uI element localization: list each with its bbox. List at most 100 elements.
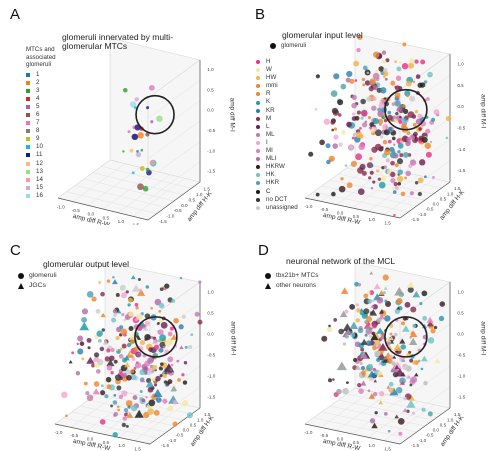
data-point [136, 149, 139, 153]
panel-a: -1.0-0.50.00.51.01.5-1.5-1.0-0.50.00.51.… [0, 0, 250, 225]
data-point [131, 171, 135, 175]
data-point-triangle [379, 309, 385, 314]
data-point-triangle [179, 345, 184, 350]
grid-line [399, 139, 451, 176]
data-point [118, 394, 124, 400]
data-point-triangle [406, 399, 416, 408]
data-point [369, 78, 376, 85]
data-point [363, 308, 370, 315]
data-point [412, 122, 417, 127]
data-point [383, 129, 390, 136]
data-point-triangle [386, 385, 391, 389]
data-point [372, 304, 378, 310]
data-point [172, 400, 178, 405]
data-point [350, 160, 357, 168]
data-point [86, 394, 94, 402]
data-point [360, 366, 366, 371]
data-point [369, 122, 375, 128]
data-point [100, 291, 105, 297]
data-point [381, 50, 387, 55]
panel-a-plot: -1.0-0.50.00.51.01.5-1.5-1.0-0.50.00.51.… [57, 37, 235, 225]
grid-line [149, 323, 201, 361]
data-point [355, 303, 359, 307]
legend-swatch [26, 145, 30, 150]
data-point [358, 143, 365, 151]
data-point [346, 70, 353, 78]
legend-label: M [266, 114, 272, 122]
data-point-triangle [367, 370, 377, 378]
data-point [433, 325, 438, 330]
z-axis-label: amp diff M-I [479, 94, 486, 128]
legend-item: HKR [256, 179, 298, 187]
data-point [112, 276, 115, 279]
data-point [135, 306, 139, 310]
legend-item: MI [256, 147, 298, 155]
data-point [350, 332, 356, 338]
data-point [158, 347, 164, 353]
data-point [383, 71, 389, 77]
data-point [93, 352, 100, 358]
z-tick-label: 0.5 [457, 83, 464, 88]
x-tick-label: 0.0 [337, 211, 344, 216]
data-point [364, 333, 368, 337]
x-axis-line [54, 423, 151, 445]
data-point-triangle [389, 336, 394, 341]
data-point [384, 77, 388, 81]
data-point [153, 409, 160, 416]
x-tick-label: 1.5 [134, 447, 141, 451]
data-point [178, 324, 184, 330]
data-point [149, 159, 156, 166]
highlight-circle [135, 94, 175, 135]
data-point [357, 283, 362, 287]
data-point [396, 66, 402, 72]
data-point [409, 134, 416, 141]
grid-line [399, 160, 451, 197]
data-point [414, 181, 419, 185]
data-point [91, 296, 97, 302]
data-point [372, 96, 377, 101]
y-tick-label: -1.0 [418, 212, 426, 217]
data-point [190, 333, 194, 337]
y-tick-label: -0.5 [425, 207, 433, 212]
data-point [385, 300, 392, 307]
z-tick-label: 0.0 [207, 108, 214, 113]
data-point [117, 408, 121, 412]
grid-line [147, 80, 201, 119]
data-point [349, 78, 355, 84]
data-point [380, 135, 384, 139]
data-point [394, 92, 401, 99]
data-point [392, 190, 397, 194]
data-point [397, 418, 405, 425]
data-point [154, 383, 158, 387]
data-point-triangle [79, 322, 90, 331]
data-point [100, 384, 104, 388]
z-axis-label: amp diff M-I [229, 321, 236, 355]
grid-line [101, 166, 192, 189]
data-point [148, 84, 155, 91]
y-tick-label: -1.5 [161, 443, 169, 448]
data-point [164, 283, 170, 289]
legend-label: R [266, 90, 271, 98]
data-point [377, 370, 383, 376]
data-point [182, 400, 189, 407]
scatter-points [122, 84, 163, 192]
data-point [150, 306, 153, 310]
data-point-triangle [368, 393, 376, 399]
y-tick-label: 0.0 [433, 202, 440, 207]
data-point-triangle [151, 369, 155, 373]
data-point [372, 345, 377, 351]
data-point [129, 101, 137, 108]
data-point [364, 80, 371, 86]
data-point [429, 140, 433, 144]
data-point [384, 299, 388, 303]
data-point [380, 112, 384, 115]
data-point [394, 60, 398, 64]
x-tick-label: -0.5 [320, 207, 328, 212]
panel-d: -1.0 -0.5 0.0 0.5 1.0 1.5 -1.5 -1.0 -0.5 0.0 0.5 1.… [250, 226, 500, 451]
data-point [150, 120, 154, 124]
legend-item: HKRW [256, 163, 298, 171]
data-point [394, 163, 399, 168]
data-point-triangle [354, 364, 362, 371]
data-point [329, 158, 333, 162]
panel-a-legend-items: 1 2 3 4 5 6 7 8 9 10 11 12 13 14 15 16 [26, 71, 68, 201]
